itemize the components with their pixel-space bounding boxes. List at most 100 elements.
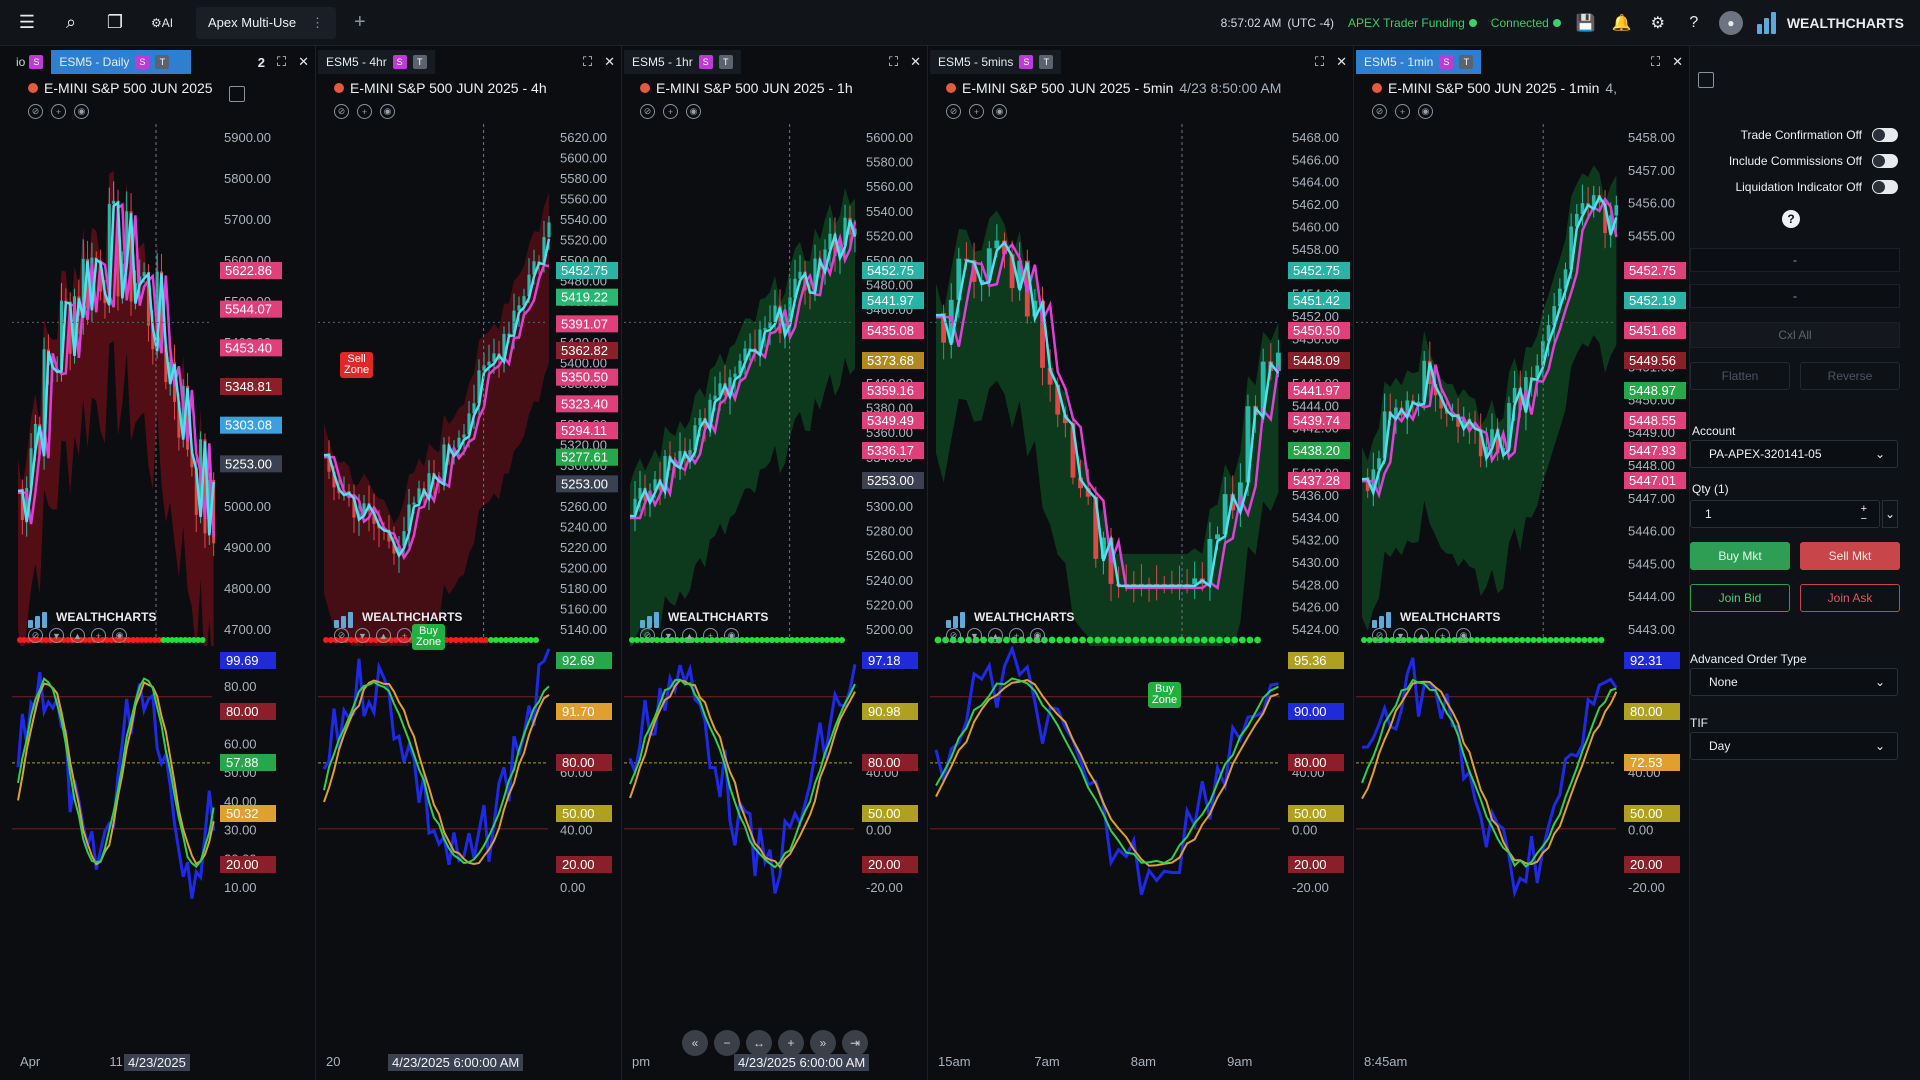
price-chart[interactable]: 5620.00 5600.00 5580.00 5560.00 5540.00 5520.… [318, 124, 622, 646]
menu-icon[interactable]: ☰ [18, 12, 36, 32]
add-study-icon[interactable]: + [969, 104, 984, 119]
add-study-icon[interactable]: + [1435, 628, 1450, 643]
qty-dropdown-icon[interactable]: ⌄ [1882, 500, 1898, 528]
workspace-tab[interactable]: Apex Multi-Use ⋮ [196, 6, 336, 39]
symbol-badge[interactable]: S [392, 55, 407, 69]
tif-select[interactable]: Day ⌄ [1690, 732, 1898, 760]
move-up-icon[interactable]: ▲ [682, 628, 697, 643]
panel-tab[interactable]: ESM5 - 1min S T [1356, 50, 1482, 74]
qty-stepper[interactable]: 1 + − [1690, 500, 1880, 528]
add-workspace-icon[interactable]: + [354, 11, 366, 33]
template-badge[interactable]: T [718, 55, 733, 69]
symbol-badge[interactable]: S [29, 55, 44, 69]
maximize-icon[interactable]: ⛶ [1314, 54, 1325, 69]
symbol-badge[interactable]: S [698, 55, 713, 69]
visibility-eye-icon[interactable]: ◉ [112, 628, 127, 643]
price-chart[interactable]: 5600.005580.005560.005540.005520.005500.… [624, 124, 928, 646]
add-study-icon[interactable]: + [703, 628, 718, 643]
zoom-out-icon[interactable]: − [714, 1030, 740, 1056]
template-badge[interactable]: T [155, 55, 170, 69]
panel-tab[interactable]: ESM5 - 4hr S T [318, 50, 435, 74]
add-study-icon[interactable]: + [1009, 628, 1024, 643]
scroll-end-icon[interactable]: ⇥ [842, 1030, 868, 1056]
panel-tab[interactable]: ESM5 - Daily S T [51, 50, 192, 74]
zoom-in-icon[interactable]: + [778, 1030, 804, 1056]
move-down-icon[interactable]: ▼ [1393, 628, 1408, 643]
join-ask-button[interactable]: Join Ask [1800, 584, 1900, 612]
price-chart[interactable]: 5900.005800.005700.005600.005500.005400.… [12, 124, 316, 646]
move-down-icon[interactable]: ▼ [49, 628, 64, 643]
move-up-icon[interactable]: ▲ [70, 628, 85, 643]
move-down-icon[interactable]: ▼ [355, 628, 370, 643]
move-up-icon[interactable]: ▲ [988, 628, 1003, 643]
hide-icon[interactable]: ⊘ [1372, 628, 1387, 643]
fit-icon[interactable]: ↔ [746, 1030, 772, 1056]
maximize-icon[interactable]: ⛶ [582, 54, 593, 69]
trade-confirmation-toggle[interactable] [1872, 128, 1898, 142]
help-icon[interactable]: ? [1689, 14, 1699, 31]
add-study-icon[interactable]: + [91, 628, 106, 643]
oscillator-chart[interactable]: 100.0060.0040.000.00-20.0095.3690.0080.0… [930, 646, 1354, 900]
move-down-icon[interactable]: ▼ [661, 628, 676, 643]
visibility-eye-icon[interactable]: ◉ [1418, 104, 1433, 119]
move-up-icon[interactable]: ▲ [1414, 628, 1429, 643]
hide-icon[interactable]: ⊘ [334, 104, 349, 119]
visibility-eye-icon[interactable]: ◉ [1456, 628, 1471, 643]
liquidation-indicator-toggle[interactable] [1872, 180, 1898, 194]
close-icon[interactable]: ✕ [604, 54, 615, 69]
reverse-button[interactable]: Reverse [1800, 362, 1900, 390]
price-chart[interactable]: 5468.00 5466.00 5464.00 5462.00 5460.00 5458.… [930, 124, 1354, 646]
template-badge[interactable]: T [1039, 55, 1054, 69]
visibility-eye-icon[interactable]: ◉ [992, 104, 1007, 119]
close-icon[interactable]: ✕ [298, 54, 309, 69]
visibility-eye-icon[interactable]: ◉ [380, 104, 395, 119]
hide-icon[interactable]: ⊘ [334, 628, 349, 643]
panel-sidebar-toggle-icon[interactable] [229, 86, 245, 102]
hide-icon[interactable]: ⊘ [28, 104, 43, 119]
notifications-icon[interactable]: 🔔 [1611, 15, 1632, 32]
maximize-icon[interactable]: ⛶ [1650, 54, 1661, 69]
visibility-eye-icon[interactable]: ◉ [1030, 628, 1045, 643]
cancel-all-button[interactable]: Cxl All [1690, 322, 1900, 348]
maximize-icon[interactable]: ⛶ [888, 54, 899, 69]
workspace-options-icon[interactable]: ⋮ [311, 14, 324, 30]
visibility-eye-icon[interactable]: ◉ [686, 104, 701, 119]
oscillator-chart[interactable]: 120.0080.0060.0040.000.0092.6991.7080.00… [318, 646, 622, 900]
scroll-right-icon[interactable]: » [810, 1030, 836, 1056]
oscillator-chart[interactable]: 90.0080.0070.0060.0050.0040.0030.0020.00… [12, 646, 316, 900]
hide-icon[interactable]: ⊘ [640, 104, 655, 119]
maximize-icon[interactable]: ⛶ [276, 54, 287, 69]
include-commissions-toggle[interactable] [1872, 154, 1898, 168]
account-select[interactable]: PA-APEX-320141-05 ⌄ [1690, 440, 1898, 468]
add-study-icon[interactable]: + [397, 628, 412, 643]
linked-count[interactable]: 2 [257, 54, 265, 70]
panel-tab[interactable]: ESM5 - 5mins S T [930, 50, 1062, 74]
sell-market-button[interactable]: Sell Mkt [1800, 542, 1900, 570]
hide-icon[interactable]: ⊘ [946, 628, 961, 643]
hide-icon[interactable]: ⊘ [946, 104, 961, 119]
move-down-icon[interactable]: ▼ [967, 628, 982, 643]
flatten-button[interactable]: Flatten [1690, 362, 1790, 390]
close-icon[interactable]: ✕ [910, 54, 921, 69]
qty-step-icon[interactable]: + − [1860, 503, 1867, 525]
advanced-order-type-select[interactable]: None ⌄ [1690, 668, 1898, 696]
hide-icon[interactable]: ⊘ [28, 628, 43, 643]
close-icon[interactable]: ✕ [1336, 54, 1347, 69]
ai-assistant-icon[interactable]: ⚙ AI [150, 15, 174, 30]
buy-market-button[interactable]: Buy Mkt [1690, 542, 1790, 570]
collapse-panel-icon[interactable] [1698, 72, 1714, 88]
help-circle-icon[interactable]: ? [1782, 210, 1800, 228]
symbol-badge[interactable]: S [135, 55, 150, 69]
template-badge[interactable]: T [1459, 55, 1474, 69]
scroll-far-left-icon[interactable]: « [682, 1030, 708, 1056]
hide-icon[interactable]: ⊘ [640, 628, 655, 643]
avatar[interactable]: ● [1718, 11, 1743, 35]
template-badge[interactable]: T [412, 55, 427, 69]
close-icon[interactable]: ✕ [1672, 54, 1683, 69]
visibility-eye-icon[interactable]: ◉ [74, 104, 89, 119]
oscillator-chart[interactable]: 120.0060.0040.000.00-20.0097.1890.9880.0… [624, 646, 928, 900]
symbol-badge[interactable]: S [1439, 55, 1454, 69]
add-study-icon[interactable]: + [1395, 104, 1410, 119]
move-up-icon[interactable]: ▲ [376, 628, 391, 643]
symbol-badge[interactable]: S [1019, 55, 1034, 69]
